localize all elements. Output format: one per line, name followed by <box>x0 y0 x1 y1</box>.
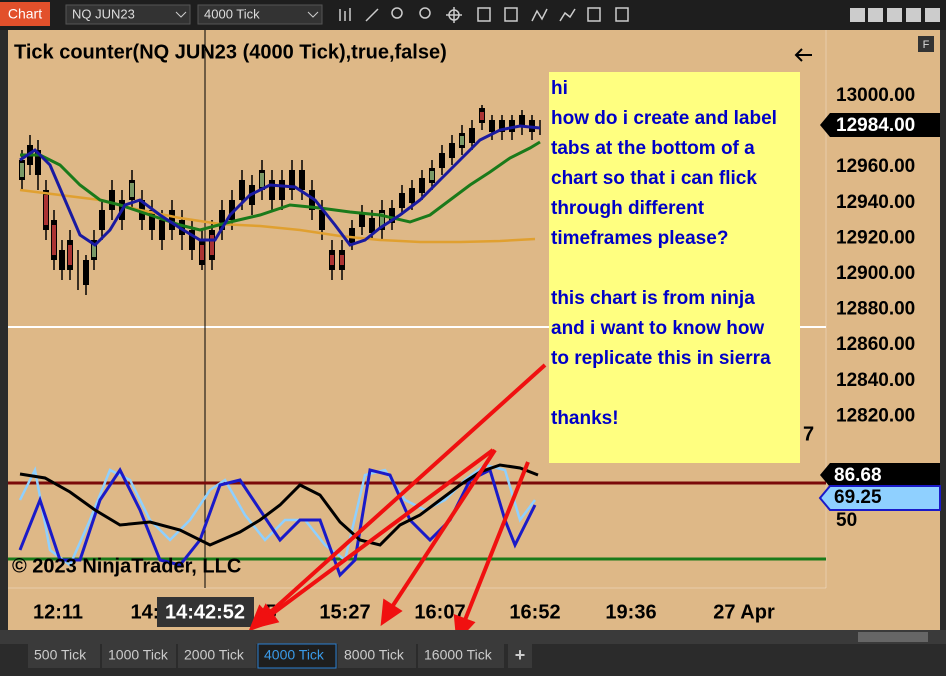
indicator-value: 86.68 <box>834 465 882 486</box>
note-line: chart so that i can flick <box>551 168 757 189</box>
f-icon: F <box>923 39 930 51</box>
moving-average-fast <box>19 124 541 247</box>
tab[interactable] <box>28 644 100 668</box>
note-line: this chart is from ninja <box>551 288 755 309</box>
indicator-value-box <box>820 463 940 487</box>
tool-icons[interactable] <box>339 7 629 23</box>
moving-average-mid <box>20 140 541 232</box>
chart-tab-label: Chart <box>8 6 42 22</box>
dropdown-arrow <box>307 11 319 18</box>
note-line: through different <box>551 198 705 219</box>
price-label: 12920.00 <box>836 227 915 248</box>
note-line: and i want to know how <box>551 318 764 339</box>
last-price: 12984.00 <box>836 115 915 136</box>
scroll-arrow[interactable] <box>794 48 812 62</box>
tab[interactable] <box>257 643 337 669</box>
crosshair-time: 14:42:52 <box>165 601 245 623</box>
tab[interactable] <box>102 644 176 668</box>
chart-panel <box>8 30 940 630</box>
time-label: 12:11 <box>33 601 83 623</box>
tabs: 500 Tick 1000 Tick 2000 Tick 4000 Tick 8000 … <box>28 643 532 669</box>
partial-label: 7 <box>803 423 814 445</box>
add-tab-label: + <box>515 645 526 665</box>
dropdown-arrow <box>175 11 187 18</box>
tab[interactable] <box>418 644 504 668</box>
candles <box>19 105 541 295</box>
note-text: hi how do i create and label tabs at the b… <box>551 78 777 429</box>
scrollbar-thumb[interactable] <box>858 632 928 642</box>
time-label: 14: <box>131 601 160 623</box>
price-label: 12840.00 <box>836 370 915 391</box>
time-label: 16:52 <box>509 601 560 623</box>
time-label: 27 Apr <box>713 601 775 623</box>
last-price-box <box>820 113 940 137</box>
note-box <box>549 72 800 463</box>
note-line: timeframes please? <box>551 228 728 249</box>
note-line: hi <box>551 78 568 99</box>
indicator-value-box <box>818 485 941 511</box>
interval-label: 4000 Tick <box>204 6 260 21</box>
instrument-label: NQ JUN23 <box>72 6 135 21</box>
add-tab-button[interactable] <box>508 644 532 668</box>
f-button[interactable] <box>918 36 934 52</box>
price-label: 12880.00 <box>836 299 915 320</box>
tab-label: 4000 Tick <box>264 647 325 663</box>
note-line: to replicate this in sierra <box>551 348 771 369</box>
price-label: 12960.00 <box>836 156 915 177</box>
indicator-level: 50 <box>836 510 857 531</box>
crosshair-time-box <box>157 597 254 627</box>
tab-label: 1000 Tick <box>108 647 169 663</box>
tab[interactable] <box>178 644 256 668</box>
price-label: 12900.00 <box>836 263 915 284</box>
price-label: 13000.00 <box>836 85 915 106</box>
instrument-select[interactable] <box>65 4 191 25</box>
chart-title: Tick counter(NQ JUN23 (4000 Tick),true,f… <box>14 41 447 63</box>
copyright: © 2023 NinjaTrader, LLC <box>12 555 241 577</box>
tab-label: 500 Tick <box>34 647 87 663</box>
window-buttons[interactable] <box>850 8 940 22</box>
indicator-value: 69.25 <box>834 487 882 508</box>
chart-tab[interactable] <box>0 2 50 26</box>
time-label: 15:27 <box>319 601 370 623</box>
note-line: tabs at the bottom of a <box>551 138 755 159</box>
price-label: 12860.00 <box>836 334 915 355</box>
time-label: 16:07 <box>414 601 465 623</box>
tab-label: 2000 Tick <box>184 647 245 663</box>
tab[interactable] <box>338 644 416 668</box>
price-label: 12940.00 <box>836 192 915 213</box>
note-line: how do i create and label <box>551 108 777 129</box>
tab-label: 8000 Tick <box>344 647 405 663</box>
price-label: 12820.00 <box>836 405 915 426</box>
tab-label: 16000 Tick <box>424 647 493 663</box>
price-axis: 13000.00 12960.00 12940.00 12920.00 12900.00… <box>836 85 915 426</box>
interval-select[interactable] <box>197 4 323 25</box>
time-label: 19:36 <box>605 601 656 623</box>
note-line: thanks! <box>551 408 619 429</box>
scrollbar[interactable] <box>0 630 946 644</box>
indicator-step-line <box>19 463 539 547</box>
